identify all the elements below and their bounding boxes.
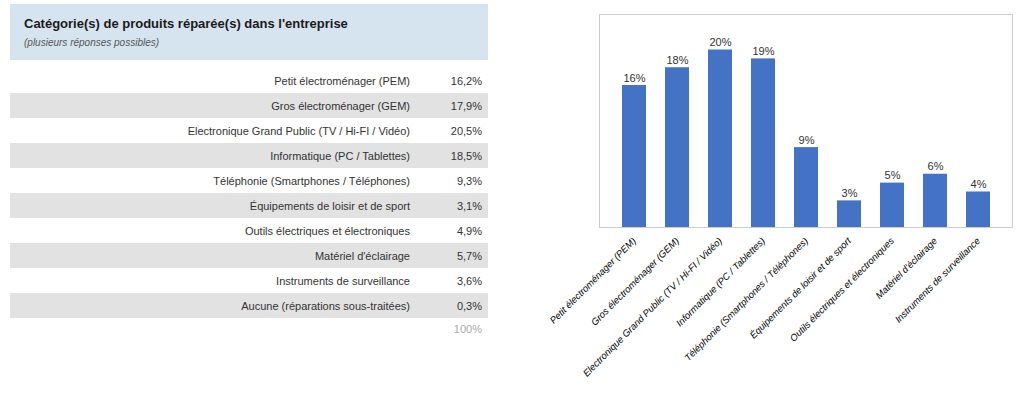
svg-text:20%: 20%	[709, 36, 731, 48]
html-text:Équipements de loisir et de sp: Équipements de loisir et de sport	[249, 199, 410, 212]
svg-text:16%: 16%	[623, 72, 645, 84]
html-text:Petit électroménager (PEM): Petit électroménager (PEM)	[274, 74, 410, 87]
html-text:Instruments de surveillance: Instruments de surveillance	[276, 274, 410, 287]
svg-text:4%: 4%	[971, 178, 987, 190]
html-text:Matériel d'éclairage: Matériel d'éclairage	[315, 249, 410, 262]
html-text:3,6%: 3,6%	[456, 274, 482, 287]
html-text:4,9%: 4,9%	[456, 224, 482, 237]
html-text:(plusieurs réponses possibles): (plusieurs réponses possibles)	[24, 37, 160, 48]
html-text:Outils électriques et électron: Outils électriques et électroniques	[244, 224, 410, 237]
html-text:Electronique Grand Public (TV: Electronique Grand Public (TV / Hi-FI / …	[187, 124, 410, 137]
svg-text:Instruments de surveillance: Instruments de surveillance	[893, 235, 983, 325]
svg-text:18%: 18%	[666, 54, 688, 66]
svg-text:9%: 9%	[799, 134, 815, 146]
html-text:Aucune (réparations sous-trait: Aucune (réparations sous-traitées)	[241, 299, 410, 312]
svg-text:Electronique Grand Public (TV: Electronique Grand Public (TV / Hi-FI / …	[580, 235, 725, 379]
html-text:Catégorie(s) de produits répar: Catégorie(s) de produits réparée(s) dans…	[24, 16, 348, 31]
svg-text:3%: 3%	[842, 187, 858, 199]
svg-text:Outils électriques et électron: Outils électriques et électroniques	[787, 235, 897, 344]
html-text:Gros électroménager (GEM): Gros électroménager (GEM)	[271, 99, 410, 112]
html-text:18,5%: 18,5%	[450, 149, 482, 162]
svg-text:Matériel d'éclairage: Matériel d'éclairage	[873, 235, 940, 301]
html-text:0,3%: 0,3%	[456, 299, 482, 312]
html-text:16,2%: 16,2%	[450, 74, 482, 87]
svg-text:Petit électroménager (PEM): Petit électroménager (PEM)	[547, 235, 638, 326]
html-text:9,3%: 9,3%	[456, 174, 482, 187]
svg-text:Téléphonie (Smartphones / Télé: Téléphonie (Smartphones / Téléphones)	[682, 235, 811, 364]
svg-text:Gros électroménager (GEM): Gros électroménager (GEM)	[589, 235, 682, 328]
html-text:5,7%: 5,7%	[456, 249, 482, 262]
svg-text:5%: 5%	[885, 169, 901, 181]
html-text:20,5%: 20,5%	[450, 124, 482, 137]
html-text:3,1%: 3,1%	[456, 199, 482, 212]
html-text:17,9%: 17,9%	[450, 99, 482, 112]
svg-text:Équipements de loisir et de sp: Équipements de loisir et de sport	[747, 235, 854, 341]
svg-text:6%: 6%	[928, 160, 944, 172]
html-text:Téléphonie (Smartphones / Télé: Téléphonie (Smartphones / Téléphones)	[213, 174, 410, 187]
svg-text:Informatique (PC / Tablettes): Informatique (PC / Tablettes)	[674, 235, 767, 328]
html-text:Informatique (PC / Tablettes): Informatique (PC / Tablettes)	[270, 149, 410, 162]
svg-text:19%: 19%	[752, 45, 774, 57]
html-text:100%: 100%	[453, 323, 482, 335]
